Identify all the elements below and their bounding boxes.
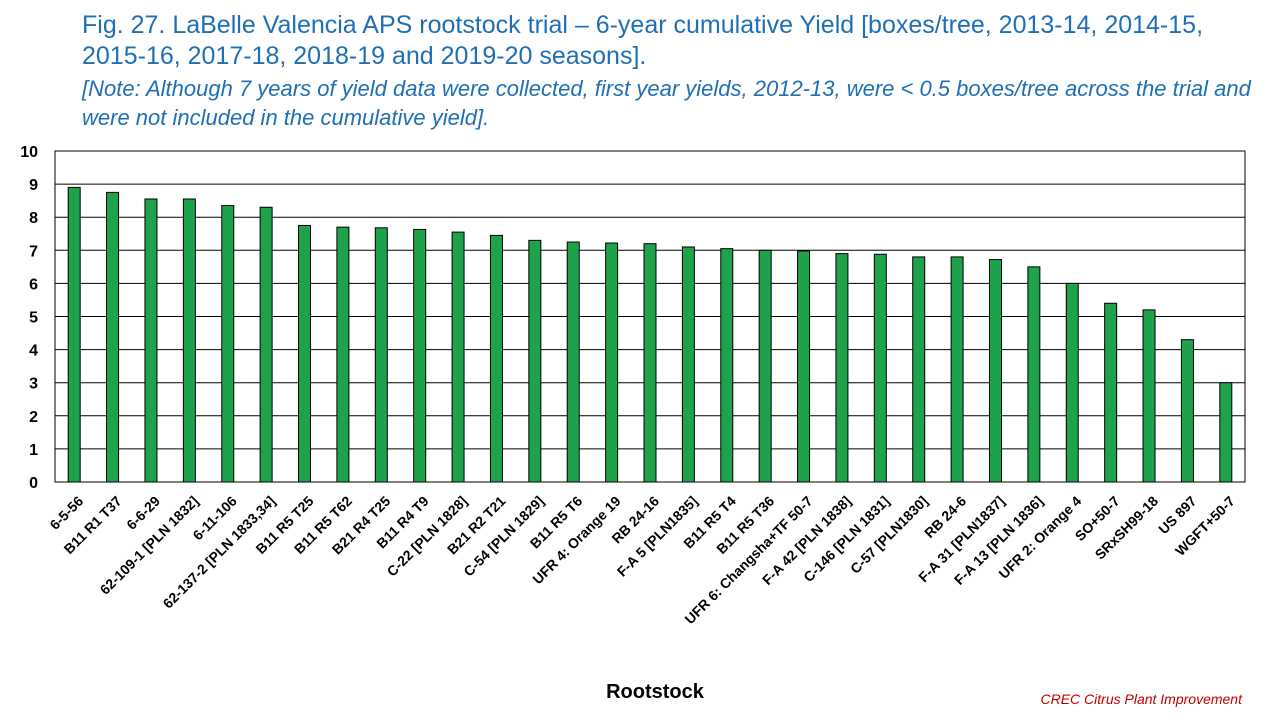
bar (873, 253, 887, 483)
bar (950, 256, 964, 483)
bar (336, 226, 350, 483)
bar (1180, 339, 1194, 483)
bar (221, 205, 235, 483)
bar (451, 231, 465, 483)
bar (67, 186, 81, 483)
bar (1104, 302, 1118, 483)
y-tick-label: 8 (29, 210, 38, 227)
y-tick-label: 9 (29, 177, 38, 194)
bar (298, 224, 312, 483)
bar (489, 234, 503, 483)
bars (67, 186, 1233, 483)
chart-title: Fig. 27. LaBelle Valencia APS rootstock … (82, 11, 1204, 70)
bar (144, 198, 158, 483)
credit-text: CREC Citrus Plant Improvement (1040, 691, 1242, 707)
bar (643, 243, 657, 483)
x-axis-label: Rootstock (606, 681, 705, 703)
bar (182, 198, 196, 483)
bar (1027, 266, 1041, 483)
bar (566, 241, 580, 483)
y-tick-label: 4 (29, 343, 38, 360)
bar (259, 206, 273, 483)
bar (758, 249, 772, 483)
bar (528, 239, 542, 483)
y-tick-label: 6 (29, 276, 38, 293)
bar (1142, 309, 1156, 483)
bar (1219, 382, 1233, 483)
bar (720, 248, 734, 483)
bar (413, 228, 427, 483)
bar (912, 256, 926, 483)
chart-subtitle: [Note: Although 7 years of yield data we… (82, 76, 1251, 130)
y-tick-label: 1 (29, 442, 38, 459)
y-tick-label: 0 (29, 475, 38, 492)
bar (605, 242, 619, 483)
y-tick-label: 7 (29, 243, 38, 260)
bar (988, 259, 1002, 483)
bar (681, 246, 695, 483)
y-tick-label: 5 (29, 310, 38, 327)
y-axis-ticks: 0 1 2 3 4 5 6 7 8 9 10 (20, 144, 38, 492)
bar (374, 227, 388, 483)
bar (797, 250, 811, 483)
plot-area-frame (54, 150, 1246, 483)
bar (106, 191, 120, 483)
y-tick-label: 3 (29, 376, 38, 393)
bar (1065, 282, 1079, 483)
y-tick-label: 10 (20, 144, 38, 161)
y-tick-label: 2 (29, 409, 38, 426)
bar (835, 253, 849, 483)
